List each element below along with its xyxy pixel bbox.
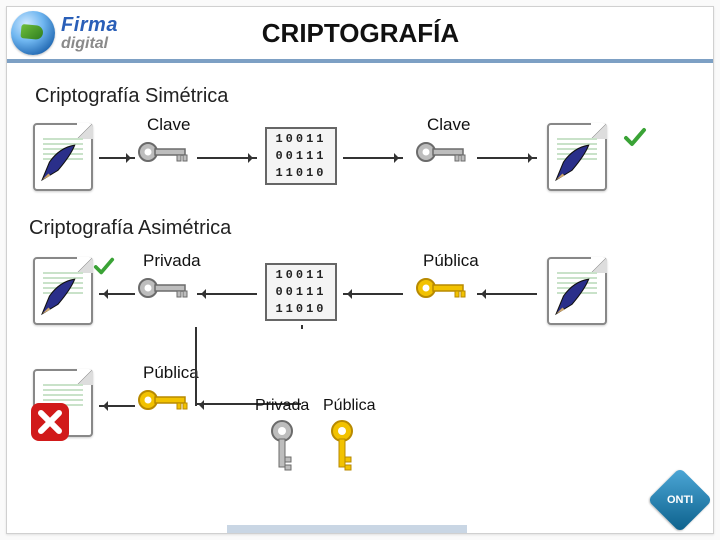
cipher-row: 10011 (267, 268, 335, 282)
cross-icon (27, 399, 73, 445)
asym-private-key-icon (137, 275, 193, 301)
footer-bar (227, 525, 467, 533)
section-symmetric-title: Criptografía Simétrica (35, 85, 228, 108)
arrow-icon (99, 293, 135, 295)
cipher-row: 11010 (267, 302, 335, 316)
arrow-icon (477, 157, 537, 159)
arrow-icon (343, 157, 403, 159)
cipher-row: 00111 (267, 149, 335, 163)
pen-icon (553, 275, 595, 317)
arrow-head (195, 404, 197, 406)
arrow-icon (343, 293, 403, 295)
pair-public-key-icon (325, 419, 359, 473)
arrow-icon (99, 157, 135, 159)
brand-line1: Firma (61, 14, 118, 37)
pen-icon (39, 141, 81, 183)
sym-key-left-label: Clave (147, 115, 190, 135)
arrow-icon (477, 293, 537, 295)
page-title: CRIPTOGRAFÍA (118, 18, 713, 49)
cipher-row: 10011 (267, 132, 335, 146)
cipher-row: 11010 (267, 166, 335, 180)
ciphertext-box: 10011 00111 11010 (265, 263, 337, 321)
arrow-icon (197, 157, 257, 159)
pair-public-label: Pública (323, 397, 375, 415)
asym-private-label: Privada (143, 251, 201, 271)
plaintext-doc-right-icon (547, 123, 607, 191)
cipher-row: 00111 (267, 285, 335, 299)
asym-public-label: Pública (423, 251, 479, 271)
brand-line2: digital (61, 35, 118, 53)
arrow-icon (197, 293, 257, 295)
sym-key-right-icon (415, 139, 471, 165)
pen-icon (553, 141, 595, 183)
slide: Firma digital CRIPTOGRAFÍA Criptografía … (6, 6, 714, 534)
plaintext-doc-left-icon (33, 123, 93, 191)
checkmark-icon (93, 255, 115, 277)
sym-key-left-icon (137, 139, 193, 165)
arrow-icon (99, 405, 135, 407)
section-asymmetric-title: Criptografía Asimétrica (29, 217, 231, 240)
onti-badge-icon: ONTI (647, 467, 712, 532)
pen-icon (39, 275, 81, 317)
asym-doc-right-icon (547, 257, 607, 325)
sym-key-right-label: Clave (427, 115, 470, 135)
asym-public-key-gold-icon (415, 275, 471, 301)
pair-private-label: Privada (255, 397, 309, 415)
connector-line (301, 325, 303, 329)
checkmark-icon (623, 125, 647, 149)
asym-doc-left-icon (33, 257, 93, 325)
asym-dist-public-label: Pública (143, 363, 199, 383)
connector-line (195, 327, 301, 405)
globe-logo-icon (11, 11, 55, 55)
brand: Firma digital (61, 14, 118, 53)
asym-dist-public-key-icon (137, 387, 193, 413)
pair-private-key-icon (265, 419, 299, 473)
badge-text: ONTI (667, 494, 693, 506)
ciphertext-box: 10011 00111 11010 (265, 127, 337, 185)
header: Firma digital CRIPTOGRAFÍA (7, 7, 713, 63)
